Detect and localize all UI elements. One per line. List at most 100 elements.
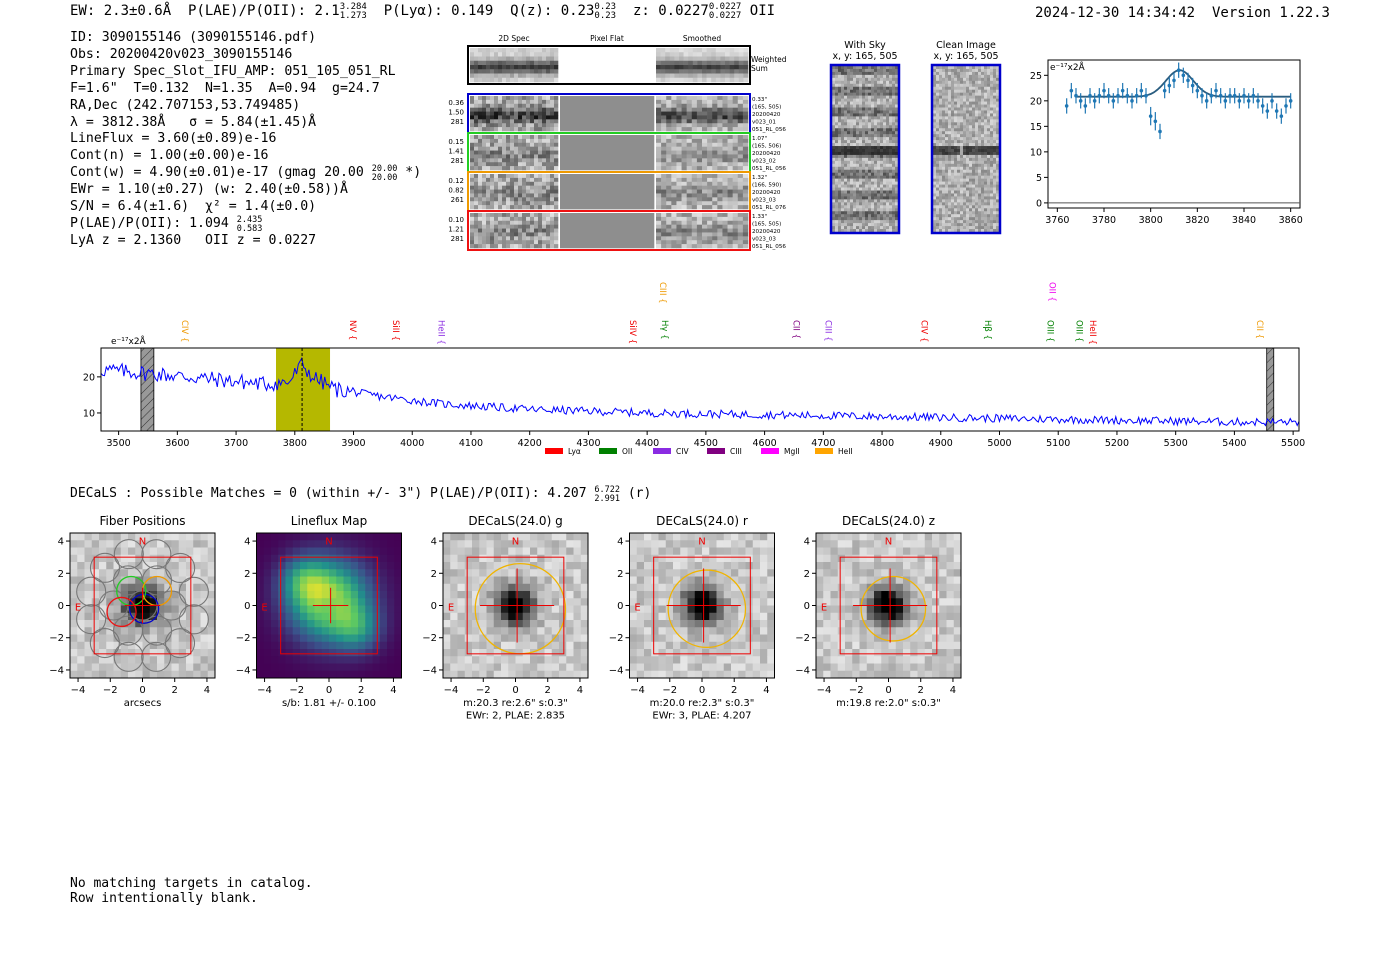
- zoom-point: [1167, 83, 1172, 88]
- image-pixel: [984, 80, 988, 85]
- image-pixel: [966, 143, 970, 147]
- image-pixel: [874, 196, 878, 200]
- panel-pixel: [120, 641, 129, 650]
- image-pixel: [868, 122, 872, 126]
- image-pixel: [936, 184, 940, 188]
- image-pixel: [838, 113, 842, 117]
- image-pixel: [850, 208, 854, 212]
- image-pixel: [844, 217, 848, 221]
- cutout-pixel: [542, 146, 547, 151]
- image-pixel: [936, 157, 940, 162]
- image-pixel: [847, 181, 851, 185]
- image-pixel: [838, 149, 842, 153]
- image-pixel: [883, 119, 887, 123]
- image-pixel: [996, 131, 1000, 135]
- image-pixel: [951, 149, 955, 153]
- image-pixel: [966, 220, 970, 224]
- cutout-pixel: [656, 201, 662, 206]
- cutout-pixel: [702, 162, 708, 167]
- cutout-pixel: [510, 220, 515, 225]
- cutout-pixel: [676, 115, 682, 120]
- image-pixel: [874, 211, 878, 215]
- image-pixel: [856, 166, 860, 171]
- image-pixel: [978, 134, 982, 138]
- image-pixel: [960, 86, 964, 91]
- panel-pixel: [207, 620, 216, 628]
- panel-pixel: [91, 663, 100, 672]
- image-pixel: [951, 214, 955, 218]
- panel-pixel: [120, 540, 129, 548]
- cutout-pixel: [671, 138, 677, 144]
- cutout-pixel: [717, 193, 723, 198]
- cutout-pixel: [474, 142, 479, 147]
- image-pixel: [838, 181, 842, 185]
- cutout-pixel: [691, 158, 698, 163]
- image-pixel: [984, 175, 988, 179]
- cutout-pixel: [490, 224, 495, 229]
- image-pixel: [987, 89, 991, 93]
- cutout-pixel: [686, 185, 693, 190]
- image-pixel: [880, 80, 884, 85]
- image-pixel: [981, 146, 985, 150]
- image-pixel: [936, 80, 940, 85]
- image-pixel: [936, 98, 940, 102]
- image-pixel: [892, 104, 896, 108]
- image-pixel: [889, 92, 893, 96]
- image-pixel: [948, 107, 952, 111]
- cutout-pixel: [742, 213, 749, 218]
- spectrum-xtick-label: 4000: [400, 438, 424, 449]
- spectrum-xtick-label: 3900: [341, 438, 365, 449]
- image-pixel: [945, 146, 949, 150]
- image-pixel: [972, 199, 976, 203]
- image-pixel: [892, 140, 896, 144]
- cutout-pixel: [470, 135, 475, 140]
- image-pixel: [889, 169, 893, 174]
- fiber-circle: [89, 552, 121, 583]
- image-pixel: [850, 187, 854, 191]
- image-pixel: [871, 157, 875, 162]
- image-pixel: [945, 149, 949, 153]
- image-pixel: [975, 202, 979, 206]
- cutout-pixel: [691, 201, 698, 206]
- image-pixel: [862, 98, 866, 102]
- cutout-pixel: [490, 174, 495, 179]
- image-pixel: [844, 86, 848, 91]
- image-pixel: [993, 223, 997, 227]
- image-pixel: [832, 166, 836, 171]
- image-pixel: [966, 151, 970, 156]
- cutout-pixel: [666, 177, 672, 183]
- cutout-pixel: [478, 115, 483, 120]
- image-pixel: [832, 68, 836, 73]
- image-pixel: [951, 86, 955, 91]
- image-pixel: [933, 217, 937, 221]
- image-pixel: [969, 178, 973, 182]
- image-pixel: [993, 196, 997, 200]
- image-pixel: [990, 68, 994, 73]
- panel-pixel: [149, 656, 158, 664]
- image-pixel: [850, 163, 854, 168]
- image-pixel: [889, 66, 893, 70]
- cutout-pixel: [686, 201, 693, 206]
- cutout-pixel: [534, 107, 539, 112]
- image-pixel: [969, 166, 973, 171]
- cutout-pixel: [546, 154, 551, 159]
- cutout-pixel: [534, 244, 539, 249]
- zoom-point: [1092, 99, 1097, 103]
- image-pixel: [993, 166, 997, 171]
- image-pixel: [957, 163, 961, 168]
- image-pixel: [963, 205, 967, 209]
- image-pixel: [865, 98, 869, 102]
- image-pixel: [987, 175, 991, 179]
- image-pixel: [880, 98, 884, 102]
- panel-pixel: [128, 569, 136, 577]
- image-pixel: [850, 220, 854, 224]
- image-pixel: [951, 74, 955, 79]
- image-pixel: [951, 125, 955, 129]
- cutout-pixel: [691, 244, 698, 249]
- image-pixel: [832, 157, 836, 162]
- image-pixel: [856, 220, 860, 224]
- image-pixel: [880, 134, 884, 138]
- panel-pixel: [128, 554, 136, 563]
- image-pixel: [892, 98, 896, 102]
- image-pixel: [957, 89, 961, 93]
